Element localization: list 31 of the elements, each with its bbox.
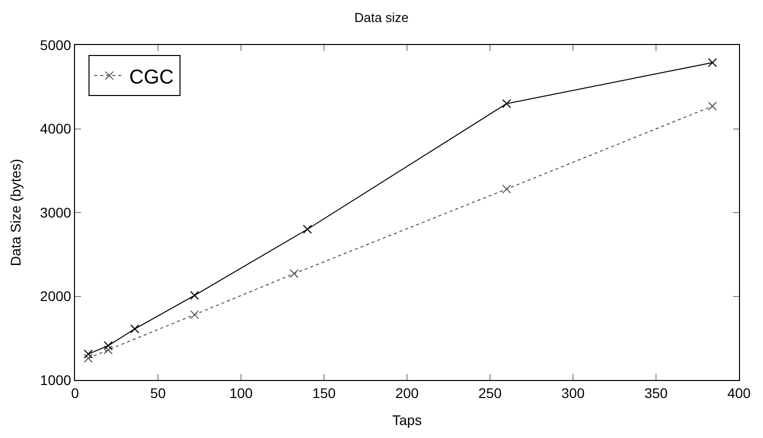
point (104, 341, 113, 350)
point (502, 99, 512, 108)
point (708, 102, 717, 111)
y-tick-label: 3000 (40, 204, 72, 220)
point (104, 345, 113, 354)
point (302, 224, 312, 234)
legend-label: CGC (129, 66, 174, 88)
y-tick-label: 2000 (40, 288, 72, 304)
x-tick-label: 200 (395, 384, 419, 401)
x-tick-label: 300 (561, 384, 585, 401)
x-axis-title: Taps (392, 412, 422, 428)
x-tick-label: 400 (727, 384, 751, 401)
y-tick-label: 5000 (40, 36, 72, 53)
point (130, 324, 140, 334)
point (502, 184, 512, 194)
x-tick-label: 150 (312, 384, 336, 401)
point (190, 290, 200, 300)
x-tick-label: 350 (644, 384, 668, 401)
y-axis-title: Data Size (bytes) (8, 158, 24, 266)
point (708, 58, 717, 68)
y-tick-label: 4000 (40, 120, 72, 137)
x-tick-label: 100 (229, 384, 253, 401)
point (84, 350, 93, 359)
point (290, 269, 299, 278)
x-tick-label: 50 (150, 384, 166, 401)
y-tick-label: 1000 (40, 372, 72, 388)
x-tick-label: 250 (478, 384, 502, 401)
x-tick-label: 0 (71, 384, 80, 401)
chart-title: Data size (354, 10, 409, 26)
point (84, 354, 93, 363)
point (190, 310, 200, 320)
